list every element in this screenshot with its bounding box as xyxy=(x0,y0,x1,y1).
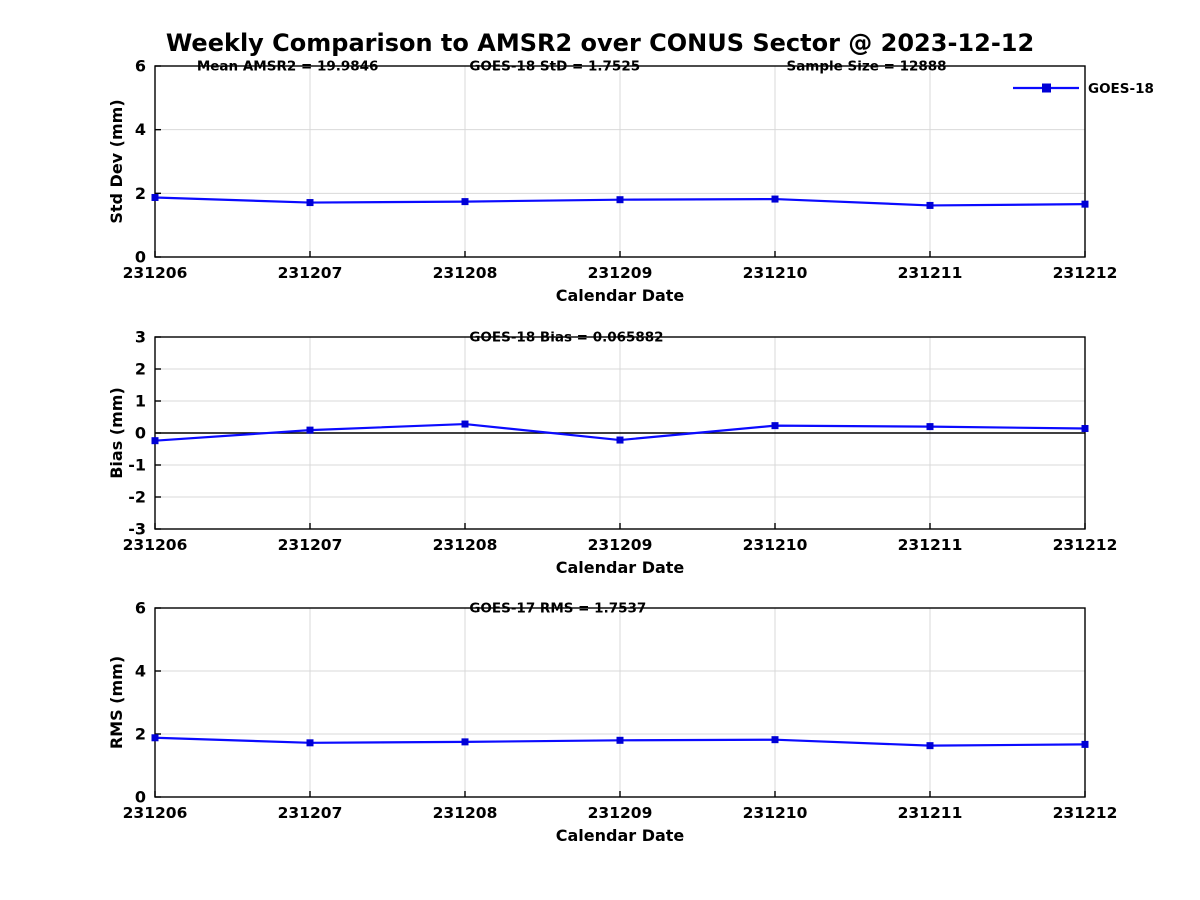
subplot-std-dev: 0 2 4 6 231206 231207 231208 231209 231210 231211… xyxy=(107,57,1154,306)
legend-marker-sample xyxy=(1042,83,1051,93)
data-point-marker xyxy=(461,420,469,428)
data-point-marker xyxy=(616,436,624,444)
x-tick-label: 231209 xyxy=(588,536,653,554)
y-tick-label: 4 xyxy=(135,662,146,681)
y-tick-label: -1 xyxy=(128,456,146,475)
y-axis-label: Std Dev (mm) xyxy=(107,99,126,223)
x-tick-label: 231211 xyxy=(898,536,963,554)
y-axis-label: RMS (mm) xyxy=(107,656,126,749)
data-point-marker xyxy=(771,736,779,744)
data-point-marker xyxy=(926,201,934,209)
x-tick-label: 231210 xyxy=(743,804,808,822)
x-tick-label: 231207 xyxy=(278,804,343,822)
data-point-marker xyxy=(306,739,314,747)
figure-title: Weekly Comparison to AMSR2 over CONUS Se… xyxy=(165,29,1035,57)
x-axis-label: Calendar Date xyxy=(556,558,685,577)
x-tick-label: 231206 xyxy=(123,804,188,822)
x-tick-label: 231212 xyxy=(1053,264,1118,282)
y-tick-label: 6 xyxy=(135,599,146,618)
x-tick-label: 231207 xyxy=(278,536,343,554)
x-tick-label: 231206 xyxy=(123,536,188,554)
y-tick-label: 6 xyxy=(135,57,146,76)
x-axis-label: Calendar Date xyxy=(556,286,685,305)
y-tick-label: 2 xyxy=(135,184,146,203)
x-tick-label: 231208 xyxy=(433,804,498,822)
data-point-marker xyxy=(1081,425,1089,433)
x-tick-label: 231209 xyxy=(588,804,653,822)
x-tick-label: 231206 xyxy=(123,264,188,282)
subplot-rms: 0 2 4 6 231206 231207 231208 231209 231210 231211… xyxy=(107,599,1117,846)
y-tick-label: 2 xyxy=(135,360,146,379)
annotation-std-dev: Mean AMSR2 = 19.9846 xyxy=(197,59,379,75)
y-tick-label: 3 xyxy=(135,328,146,347)
y-tick-label: 0 xyxy=(135,424,146,443)
y-axis-label: Bias (mm) xyxy=(107,387,126,479)
y-tick-label: 4 xyxy=(135,120,146,139)
data-point-marker xyxy=(151,437,159,445)
x-tick-label: 231211 xyxy=(898,264,963,282)
data-point-marker xyxy=(926,742,934,750)
y-tick-label: -2 xyxy=(128,488,146,507)
y-tick-label: 2 xyxy=(135,725,146,744)
annotation-rms: GOES-17 RMS = 1.7537 xyxy=(469,601,646,617)
data-point-marker xyxy=(1081,740,1089,748)
data-point-marker xyxy=(306,426,314,434)
x-tick-label: 231210 xyxy=(743,264,808,282)
data-point-marker xyxy=(926,423,934,431)
legend: GOES-18 xyxy=(1013,81,1154,97)
x-tick-label: 231209 xyxy=(588,264,653,282)
data-point-marker xyxy=(461,738,469,746)
x-tick-label: 231212 xyxy=(1053,536,1118,554)
annotation-bias: GOES-18 Bias = 0.065882 xyxy=(469,330,663,346)
data-point-marker xyxy=(616,736,624,744)
x-tick-label: 231210 xyxy=(743,536,808,554)
data-point-marker xyxy=(771,195,779,203)
data-point-marker xyxy=(151,734,159,742)
data-point-marker xyxy=(616,196,624,204)
data-point-marker xyxy=(1081,200,1089,208)
subplot-bias: -3 -2 -1 0 1 2 3 231206 231207 231208 231209 231210… xyxy=(107,328,1117,578)
x-tick-label: 231212 xyxy=(1053,804,1118,822)
y-tick-label: -3 xyxy=(128,520,146,539)
y-tick-label: 0 xyxy=(135,248,146,267)
x-tick-label: 231211 xyxy=(898,804,963,822)
x-tick-label: 231208 xyxy=(433,264,498,282)
annotation-std-dev: GOES-18 StD = 1.7525 xyxy=(469,59,640,75)
x-axis-label: Calendar Date xyxy=(556,826,685,845)
data-point-marker xyxy=(461,198,469,206)
legend-label: GOES-18 xyxy=(1088,81,1154,97)
x-tick-label: 231207 xyxy=(278,264,343,282)
y-tick-label: 0 xyxy=(135,788,146,807)
y-tick-label: 1 xyxy=(135,392,146,411)
data-point-marker xyxy=(771,422,779,430)
x-tick-label: 231208 xyxy=(433,536,498,554)
data-point-marker xyxy=(151,193,159,201)
data-point-marker xyxy=(306,199,314,207)
annotation-std-dev: Sample Size = 12888 xyxy=(786,59,946,75)
